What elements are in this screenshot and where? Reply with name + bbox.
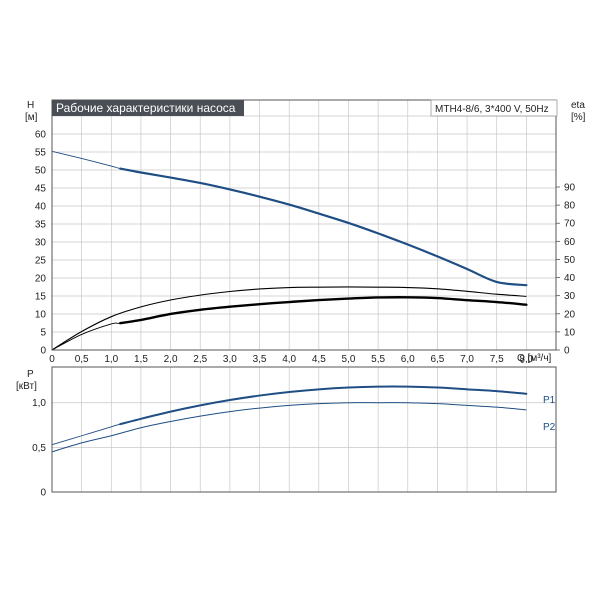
model-box: [430, 99, 558, 117]
y-tick-label-h: 40: [35, 202, 47, 213]
y-tick-label-h: 35: [35, 220, 47, 231]
y2-tick-label-eta: 60: [564, 237, 576, 248]
y-axis-unit-h: [м]: [25, 112, 38, 123]
bottom-plot-curves: [51, 385, 528, 453]
y2-axis-title-eta: eta: [571, 100, 585, 111]
x-tick-label: 8,0: [519, 354, 533, 365]
y2-tick-label-eta: 80: [564, 201, 576, 212]
top-plot-frame: [51, 99, 557, 351]
x-tick-label: 4,5: [312, 354, 326, 365]
y-tick-label-h: 60: [35, 130, 47, 141]
y-tick-label-p: 0,5: [32, 443, 46, 454]
y-tick-label-h: 30: [35, 238, 47, 249]
y-axis-unit-p: [кВт]: [16, 381, 37, 392]
y-tick-label-h: 55: [35, 148, 47, 159]
head-operating-range: [119, 167, 528, 287]
model-label: MTH4-8/6, 3*400 V, 50Hz: [435, 104, 549, 115]
y2-tick-label-eta: 50: [564, 255, 576, 266]
y-tick-label-h: 20: [35, 274, 47, 285]
y2-tick-label-eta: 40: [564, 273, 576, 284]
y2-tick-label-eta: 20: [564, 309, 576, 320]
x-tick-label: 1,0: [104, 354, 118, 365]
x-tick-label: 3,0: [223, 354, 237, 365]
chart-title: Рабочие характеристики насоса: [56, 101, 236, 115]
y2-tick-label-eta: 0: [564, 346, 570, 357]
y-tick-label-h: 5: [40, 328, 46, 339]
x-tick-label: 0,5: [75, 354, 89, 365]
x-tick-label: 3,5: [253, 354, 267, 365]
y-tick-label-h: 25: [35, 256, 47, 267]
legend-p1: P1: [543, 395, 556, 406]
legend-p2: P2: [543, 422, 556, 433]
y-axis-title-h: H: [27, 100, 34, 111]
y-tick-label-h: 45: [35, 184, 47, 195]
x-tick-label: 6,5: [430, 354, 444, 365]
tick-labels: 0 0,5 1,0 1,5 2,0 2,5 3,0 3,5 4,0 4,5 5,0 5,5 6,0 6,5…: [32, 130, 575, 499]
x-tick-label: 1,5: [134, 354, 148, 365]
y-axis-title-p: P: [27, 369, 34, 380]
x-axis-title-q: Q [м³/ч]: [517, 353, 552, 364]
x-tick-label: 7,0: [460, 354, 474, 365]
y-tick-label-h: 50: [35, 166, 47, 177]
chart-title-box: [52, 100, 244, 116]
bottom-plot-grid: [52, 367, 556, 492]
y-tick-label-h: 0: [40, 346, 46, 357]
x-tick-label: 6,0: [401, 354, 415, 365]
y-tick-label-p: 0: [40, 488, 46, 499]
x-tick-label: 5,5: [371, 354, 385, 365]
y2-tick-label-eta: 30: [564, 291, 576, 302]
x-tick-label: 2,0: [164, 354, 178, 365]
bottom-plot-frame: [51, 366, 557, 493]
x-tick-label: 0: [49, 354, 55, 365]
y2-tick-label-eta: 90: [564, 183, 576, 194]
x-tick-label: 2,5: [193, 354, 207, 365]
y2-tick-label-eta: 10: [564, 327, 576, 338]
y-tick-label-h: 15: [35, 292, 47, 303]
top-plot-grid: [52, 100, 556, 350]
y-tick-label-p: 1,0: [32, 398, 46, 409]
top-plot-curves: [51, 150, 528, 351]
y2-tick-label-eta: 70: [564, 219, 576, 230]
y2-axis-unit-eta: [%]: [571, 112, 586, 123]
x-tick-label: 7,5: [490, 354, 504, 365]
x-tick-label: 4,0: [282, 354, 296, 365]
y-tick-label-h: 10: [35, 310, 47, 321]
x-tick-label: 5,0: [342, 354, 356, 365]
efficiency-total-operating-range: [118, 296, 528, 325]
